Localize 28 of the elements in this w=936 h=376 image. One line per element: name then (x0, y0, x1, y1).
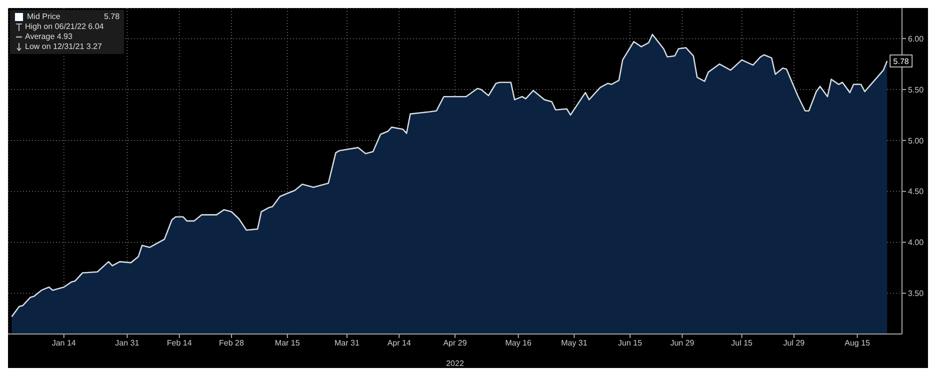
y-tick-label: 5.50 (908, 85, 924, 94)
x-tick-label: Feb 28 (219, 338, 245, 348)
annotation: Average 4.93 (25, 32, 72, 42)
x-tick-label: Apr 29 (443, 338, 468, 348)
x-tick-label: Mar 15 (274, 338, 300, 348)
x-tick-label: Jun 15 (618, 338, 643, 348)
y-tick-label: 4.50 (908, 187, 924, 196)
x-tick-label: May 16 (505, 338, 532, 348)
text: Mid Price (27, 12, 62, 22)
y-tick-label: 4.00 (908, 238, 924, 248)
x-tick-label: Jun 29 (670, 338, 695, 348)
text: 5.78 (104, 12, 120, 21)
x-tick-label: Mar 31 (334, 338, 360, 348)
x-tick-label: Aug 15 (844, 338, 871, 348)
y-tick-label: 5.00 (908, 136, 924, 146)
x-tick-label: Jul 29 (783, 338, 806, 348)
x-tick-label: Jan 14 (52, 338, 76, 348)
x-tick-label: Jul 15 (731, 338, 754, 348)
x-tick-label: Apr 14 (387, 338, 412, 348)
x-axis-title: 2022 (446, 359, 464, 368)
x-tick-label: Feb 14 (166, 338, 192, 348)
annotation: High on 06/21/22 6.04 (25, 22, 104, 32)
x-tick-label: Jan 31 (115, 338, 140, 348)
annotation: Low on 12/31/21 3.27 (25, 42, 102, 52)
y-tick-label: 3.50 (908, 289, 924, 298)
y-tick-label: 6.00 (908, 34, 924, 44)
x-tick-label: May 31 (561, 338, 588, 348)
data-label: 5.78 (893, 56, 910, 66)
